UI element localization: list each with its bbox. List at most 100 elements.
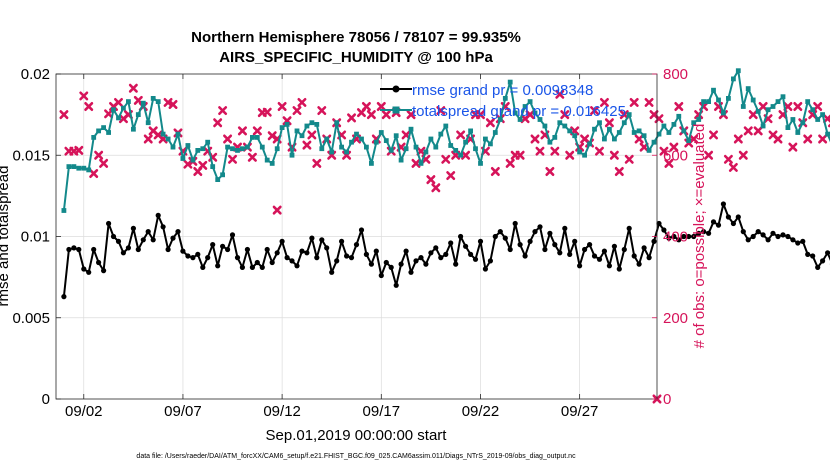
obs-evaluated-point-stroke bbox=[728, 162, 738, 172]
rmse-point bbox=[527, 238, 533, 244]
rmse-point bbox=[725, 214, 732, 220]
rmse-point bbox=[780, 232, 786, 238]
rmse-point bbox=[676, 237, 682, 243]
obs-evaluated-point-stroke bbox=[758, 102, 768, 111]
rmse-point bbox=[770, 230, 776, 236]
rmse-point bbox=[537, 224, 543, 230]
obs-evaluated-point-stroke bbox=[366, 110, 376, 120]
obs-evaluated-point-stroke bbox=[763, 114, 773, 124]
rmse-point bbox=[165, 246, 171, 253]
obs-evaluated-point-stroke bbox=[198, 160, 208, 170]
rmse-point bbox=[765, 237, 771, 243]
obs-evaluated-point-stroke bbox=[624, 154, 634, 164]
totalspread-point bbox=[825, 131, 830, 137]
obs-evaluated-point-stroke bbox=[143, 134, 153, 144]
obs-evaluated-point-stroke bbox=[441, 154, 451, 164]
obs-evaluated-point-stroke bbox=[475, 110, 485, 120]
obs-evaluated-point-stroke bbox=[436, 106, 446, 116]
rmse-point bbox=[408, 269, 414, 275]
obs-evaluated-point-stroke bbox=[550, 146, 560, 156]
series-layer bbox=[59, 68, 830, 404]
rmse-point bbox=[547, 230, 553, 236]
rmse-point bbox=[130, 225, 136, 231]
totalspread-point bbox=[597, 120, 602, 126]
totalspread-point bbox=[507, 79, 513, 85]
totalspread-point bbox=[200, 146, 206, 152]
obs-evaluated-point-stroke bbox=[267, 131, 277, 141]
rmse-point bbox=[269, 259, 275, 266]
rmse-point bbox=[86, 269, 92, 275]
obs-evaluated-point-stroke bbox=[381, 110, 391, 120]
totalspread-point bbox=[557, 120, 563, 126]
obs-evaluated-point-stroke bbox=[738, 150, 748, 160]
rmse-point bbox=[448, 240, 454, 246]
rmse-point bbox=[279, 238, 285, 244]
totalspread-point bbox=[369, 161, 374, 166]
y-left-tick-label: 0.015 bbox=[12, 147, 50, 164]
totalspread-point bbox=[800, 120, 806, 126]
totalspread-point bbox=[765, 107, 771, 113]
obs-evaluated-point-stroke bbox=[614, 167, 624, 176]
rmse-point bbox=[135, 246, 141, 253]
totalspread-point bbox=[607, 126, 612, 132]
obs-evaluated-point-stroke bbox=[644, 97, 654, 107]
rmse-point bbox=[666, 235, 672, 241]
y-right-tick-label: 800 bbox=[663, 66, 688, 83]
totalspread-point bbox=[61, 208, 67, 213]
rmse-point bbox=[631, 253, 637, 259]
totalspread-point bbox=[190, 157, 196, 163]
obs-evaluated-point-stroke bbox=[594, 146, 604, 156]
totalspread-point bbox=[502, 96, 508, 101]
obs-evaluated-point-stroke bbox=[461, 150, 471, 160]
totalspread-point bbox=[423, 149, 429, 155]
rmse-point bbox=[145, 229, 151, 235]
rmse-point bbox=[314, 255, 320, 261]
rmse-point bbox=[646, 255, 652, 261]
obs-evaluated-point-stroke bbox=[575, 142, 585, 152]
obs-evaluated-point-stroke bbox=[183, 159, 193, 169]
totalspread-point bbox=[542, 123, 548, 129]
totalspread-point bbox=[428, 136, 434, 142]
obs-evaluated-point-stroke bbox=[535, 146, 545, 156]
obs-evaluated-point-stroke bbox=[818, 134, 828, 144]
legend-spread-marker bbox=[392, 106, 400, 114]
totalspread-point bbox=[205, 139, 211, 145]
rmse-point bbox=[368, 261, 374, 267]
totalspread-point bbox=[478, 161, 483, 166]
totalspread-point bbox=[393, 133, 399, 139]
legend: rmse grand pr = 0.0098348 totalspread gr… bbox=[380, 82, 626, 120]
totalspread-point bbox=[488, 141, 493, 147]
obs-evaluated-point-stroke bbox=[406, 110, 416, 120]
x-tick-label: 09/27 bbox=[561, 403, 599, 420]
totalspread-point bbox=[676, 113, 682, 119]
rmse-point bbox=[572, 238, 578, 244]
totalspread-point bbox=[334, 120, 340, 126]
obs-evaluated-point-stroke bbox=[347, 113, 357, 123]
rmse-point bbox=[567, 251, 573, 257]
x-axis-label: Sep.01,2019 00:00:00 start bbox=[266, 427, 448, 444]
totalspread-point bbox=[344, 149, 349, 155]
obs-evaluated-point-stroke bbox=[401, 130, 411, 140]
rmse-point bbox=[319, 237, 325, 243]
totalspread-point bbox=[522, 104, 528, 109]
totalspread-point bbox=[96, 128, 101, 134]
obs-evaluated-point-stroke bbox=[307, 130, 317, 140]
totalspread-point bbox=[671, 122, 677, 127]
rmse-point bbox=[264, 246, 270, 253]
totalspread-point bbox=[314, 122, 320, 127]
y-right-tick-label: 0 bbox=[663, 391, 671, 408]
rmse-point bbox=[393, 282, 399, 288]
obs-evaluated-point-stroke bbox=[312, 158, 322, 168]
totalspread-point bbox=[304, 123, 310, 129]
rmse-point bbox=[522, 253, 528, 259]
totalspread-point bbox=[403, 146, 409, 152]
rmse-point bbox=[215, 263, 221, 269]
totalspread-point bbox=[587, 141, 592, 147]
obs-evaluated-point-stroke bbox=[674, 102, 684, 111]
rmse-point bbox=[507, 246, 513, 253]
rmse-point bbox=[562, 225, 568, 231]
rmse-point bbox=[81, 266, 87, 272]
rmse-line bbox=[62, 203, 830, 297]
totalspread-point bbox=[458, 152, 463, 158]
rmse-point bbox=[715, 222, 722, 228]
